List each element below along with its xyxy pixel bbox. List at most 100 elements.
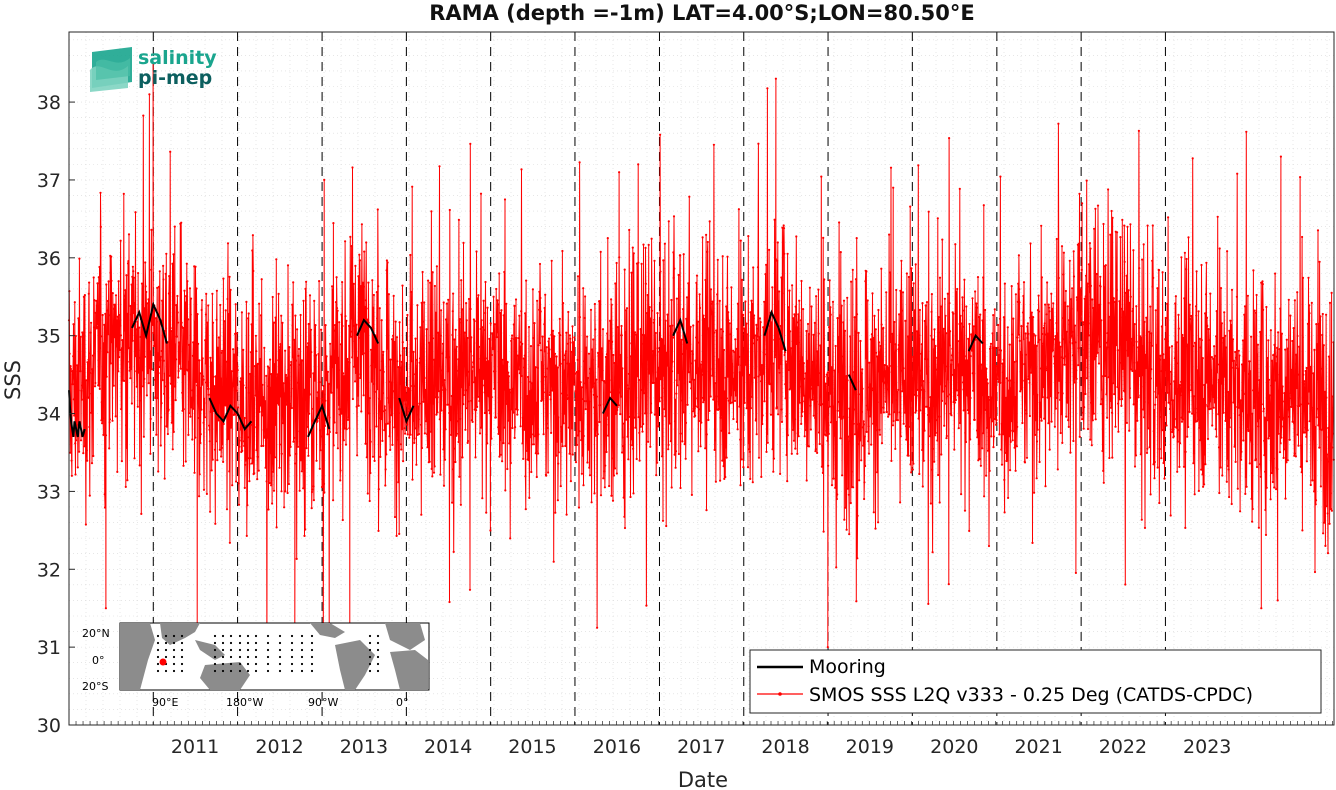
smos-point: [1301, 336, 1304, 339]
smos-point: [637, 163, 640, 166]
smos-point: [357, 404, 360, 407]
smos-point: [1182, 394, 1185, 397]
smos-point: [273, 456, 277, 459]
smos-point: [722, 465, 725, 468]
smos-point: [1213, 354, 1216, 357]
smos-point: [1170, 345, 1174, 348]
smos-point: [830, 382, 833, 385]
smos-point: [532, 433, 535, 436]
smos-point: [637, 261, 640, 264]
smos-point: [412, 419, 415, 422]
smos-point: [471, 420, 474, 423]
smos-point: [242, 348, 245, 351]
smos-point: [703, 317, 706, 320]
smos-point: [840, 304, 843, 307]
smos-point: [405, 393, 408, 396]
smos-point: [472, 354, 475, 357]
smos-point: [878, 433, 882, 436]
smos-point: [456, 369, 460, 372]
smos-point: [266, 428, 269, 431]
smos-point: [1174, 295, 1177, 298]
smos-point: [490, 396, 493, 399]
smos-point: [1239, 510, 1242, 513]
inset-buoy-dot: [246, 648, 250, 652]
smos-point: [699, 408, 702, 411]
smos-point: [120, 408, 123, 411]
smos-point: [334, 361, 337, 365]
smos-point: [840, 377, 843, 380]
smos-point: [701, 396, 705, 399]
smos-point: [545, 422, 548, 425]
smos-point: [160, 402, 163, 405]
smos-point: [987, 398, 990, 401]
smos-point: [679, 432, 682, 435]
inset-buoy-dot: [290, 669, 294, 673]
smos-point: [292, 281, 295, 284]
smos-point: [1304, 369, 1307, 373]
smos-point: [728, 322, 731, 325]
smos-point: [1142, 243, 1145, 246]
smos-point: [458, 475, 461, 478]
smos-point: [1265, 392, 1269, 395]
smos-point: [1083, 360, 1087, 363]
smos-point: [838, 221, 841, 224]
smos-point: [1111, 456, 1114, 459]
smos-point: [924, 357, 927, 361]
smos-point: [411, 389, 414, 392]
smos-point: [780, 362, 783, 366]
smos-point: [1329, 492, 1332, 495]
smos-point: [1218, 491, 1221, 495]
smos-point: [492, 370, 496, 373]
smos-point: [910, 267, 913, 270]
smos-point: [545, 346, 548, 349]
smos-point: [638, 431, 641, 434]
smos-point: [855, 237, 858, 240]
smos-point: [419, 423, 423, 426]
smos-point: [1064, 301, 1067, 304]
smos-point: [1285, 461, 1288, 464]
smos-point: [992, 314, 995, 317]
smos-point: [1303, 431, 1307, 434]
smos-point: [846, 487, 850, 490]
smos-point: [962, 309, 966, 312]
smos-point: [207, 393, 210, 396]
smos-point: [98, 265, 101, 269]
smos-point: [623, 515, 626, 518]
smos-point: [1246, 426, 1249, 429]
smos-point: [588, 400, 591, 403]
smos-point: [1000, 422, 1003, 425]
smos-point: [943, 424, 946, 427]
smos-point: [645, 412, 648, 415]
smos-point: [79, 335, 82, 338]
smos-point: [760, 391, 763, 394]
smos-point: [216, 346, 219, 349]
smos-point: [581, 454, 584, 457]
smos-point: [792, 439, 796, 442]
smos-point: [1288, 407, 1291, 410]
smos-point: [800, 415, 803, 418]
smos-point: [662, 259, 665, 262]
smos-point: [680, 338, 683, 341]
smos-point: [1136, 361, 1139, 364]
smos-point: [181, 409, 184, 412]
smos-point: [879, 351, 882, 354]
smos-point: [409, 253, 412, 257]
smos-point: [350, 317, 353, 320]
inset-buoy-dot: [266, 669, 270, 673]
smos-point: [903, 411, 907, 414]
smos-point: [71, 370, 74, 373]
smos-point: [1228, 329, 1231, 332]
smos-point: [212, 401, 215, 404]
smos-point: [950, 359, 953, 362]
smos-point: [797, 341, 801, 344]
smos-point: [1039, 367, 1042, 370]
smos-point: [955, 364, 958, 367]
smos-point: [649, 402, 653, 405]
smos-point: [1239, 426, 1242, 429]
smos-point: [548, 337, 551, 340]
smos-point: [1072, 275, 1076, 278]
smos-point: [934, 434, 937, 437]
smos-point: [1296, 334, 1299, 338]
smos-point: [1306, 322, 1309, 325]
smos-point: [981, 447, 984, 450]
